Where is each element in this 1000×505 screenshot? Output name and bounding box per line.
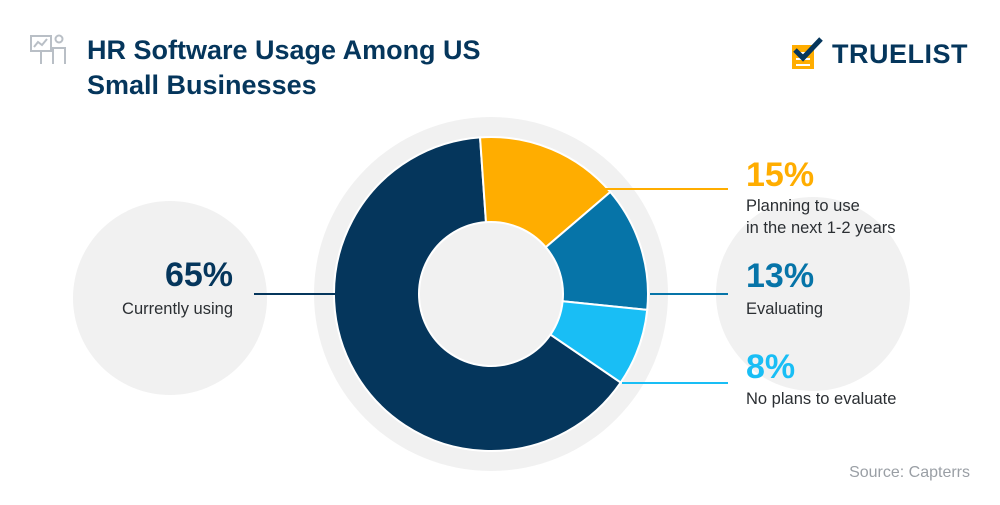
slice-percent-label: 15% (746, 156, 814, 194)
slice-category-label: Currently using (122, 300, 233, 318)
donut-slice (549, 300, 649, 384)
slice-percent-label: 65% (165, 256, 233, 294)
presentation-person-icon (30, 34, 66, 64)
slice-percent-label: 13% (746, 257, 814, 295)
source-note: Source: Capterrs (849, 464, 970, 481)
slice-category-label: No plans to evaluate (746, 390, 896, 408)
slice-category-label: Planning to use (746, 197, 860, 215)
slice-percent-label: 8% (746, 348, 795, 386)
right-backdrop-circle (716, 197, 910, 391)
chart-title: HR Software Usage Among US Small Busines… (87, 35, 481, 100)
donut-slice (333, 136, 623, 452)
slice-category-label: Evaluating (746, 300, 823, 318)
brand-logo: TRUELIST (790, 36, 968, 72)
left-backdrop-circle (73, 201, 267, 395)
checklist-check-icon (792, 37, 823, 69)
slice-category-label: in the next 1-2 years (746, 219, 896, 237)
brand-name: TRUELIST (832, 38, 968, 69)
